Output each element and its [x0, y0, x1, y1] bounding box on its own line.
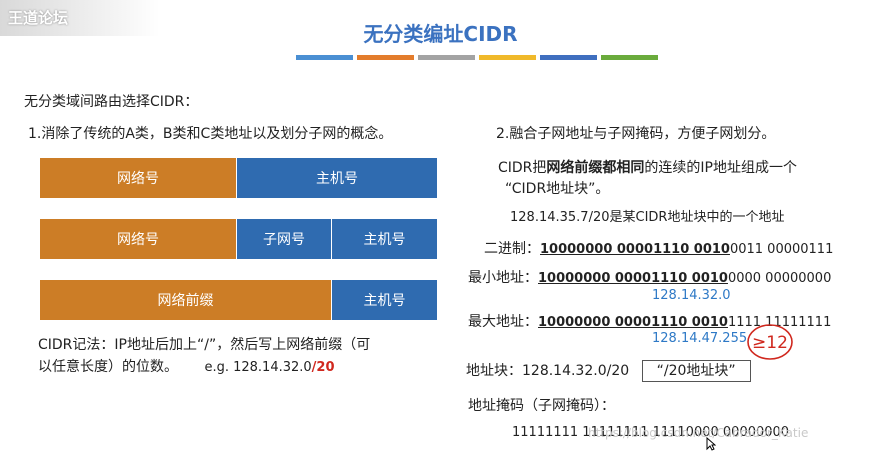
network-segment: 网络号 [40, 219, 236, 259]
stripe-2 [357, 55, 414, 60]
title-color-stripes [296, 55, 658, 60]
cidr-notation-line1: CIDR记法：IP地址后加上“/”，然后写上网络前缀（可 [38, 337, 371, 353]
address-block-row: 地址块：128.14.32.0/20 “/20地址块” [466, 360, 751, 382]
max-address-decimal: 128.14.47.255 [652, 331, 748, 346]
binary-row: 二进制：10000000 00001110 00100011 00000111 [484, 238, 833, 258]
stripe-3 [418, 55, 475, 60]
min-address-decimal: 128.14.32.0 [652, 288, 731, 303]
host-segment: 主机号 [331, 280, 437, 320]
stripe-5 [540, 55, 597, 60]
subnet-segment: 子网号 [236, 219, 331, 259]
desc-part1: CIDR把 [498, 160, 547, 176]
forum-logo: 王道论坛 [0, 0, 160, 36]
max-host-bits: 1111 11111111 [727, 315, 832, 330]
cidr-block-desc-line2: “CIDR地址块”。 [505, 181, 610, 197]
annotation-circle [747, 324, 793, 360]
stripe-4 [479, 55, 536, 60]
notation-example: e.g. 128.14.32.0/20 [204, 360, 334, 375]
desc-bold: 网络前缀都相同 [546, 160, 645, 176]
mouse-cursor-icon [706, 437, 716, 451]
intro-text: 无分类域间路由选择CIDR： [24, 94, 199, 110]
min-label: 最小地址： [468, 270, 538, 286]
mask-label: 地址掩码（子网掩码）： [468, 398, 615, 414]
max-address-row: 最大地址：10000000 00001110 00101111 11111111 [468, 311, 831, 331]
host-segment: 主机号 [331, 219, 437, 259]
network-segment: 网络号 [40, 158, 236, 198]
slide-title: 无分类编址CIDR [363, 22, 518, 46]
binary-host-bits: 0011 00000111 [729, 242, 834, 257]
watermark: https://blog.csdn.net/Cabrador_Katie [588, 426, 809, 440]
stripe-6 [601, 55, 658, 60]
binary-prefix-bits: 10000000 00001110 0010 [540, 242, 730, 257]
annotation-text: ≥12 [752, 333, 788, 353]
example-line: 128.14.35.7/20是某CIDR地址块中的一个地址 [510, 210, 785, 225]
cidr-notation-line2: 以任意长度）的位数。 e.g. 128.14.32.0/20 [38, 356, 335, 376]
handwritten-annotation: ≥12 [747, 324, 793, 360]
address-block-label: 地址块：128.14.32.0/20 [466, 363, 630, 379]
mask-value: 11111111 11111111 11110000 00000000 [512, 425, 790, 440]
stripe-1 [296, 55, 353, 60]
example-address: e.g. 128.14.32.0 [204, 360, 312, 375]
point-1: 1.消除了传统的A类，B类和C类地址以及划分子网的概念。 [28, 126, 393, 142]
prefix-segment: 网络前缀 [40, 280, 331, 320]
point-2: 2.融合子网地址与子网掩码，方便子网划分。 [496, 126, 776, 142]
cidr-address-bar: 网络前缀 主机号 [40, 280, 437, 320]
max-label: 最大地址： [468, 314, 538, 330]
classful-address-bar: 网络号 主机号 [40, 158, 437, 198]
max-prefix-bits: 10000000 00001110 0010 [538, 315, 728, 330]
host-segment: 主机号 [236, 158, 437, 198]
subnetted-address-bar: 网络号 子网号 主机号 [40, 219, 437, 259]
example-prefix-length: /20 [311, 360, 335, 375]
binary-label: 二进制： [484, 241, 540, 257]
min-address-row: 最小地址：10000000 00001110 00100000 00000000 [468, 267, 831, 287]
min-prefix-bits: 10000000 00001110 0010 [538, 271, 728, 286]
cidr-block-desc-line1: CIDR把网络前缀都相同的连续的IP地址组成一个 [498, 157, 797, 177]
address-block-box: “/20地址块” [641, 360, 751, 382]
min-host-bits: 0000 00000000 [727, 271, 832, 286]
desc-part2: 的连续的IP地址组成一个 [644, 160, 797, 176]
notation-text: 以任意长度）的位数。 [38, 359, 178, 375]
